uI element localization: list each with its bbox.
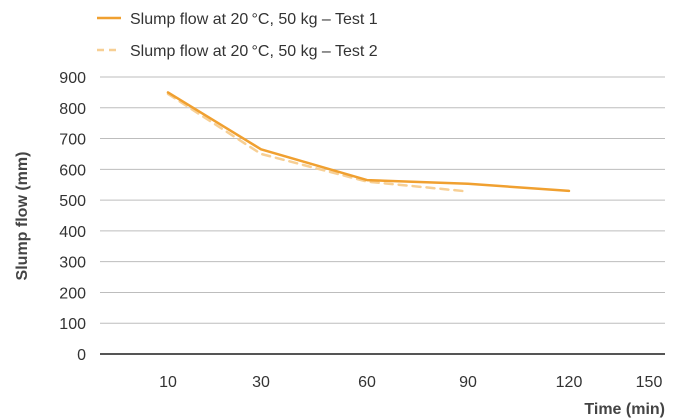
x-tick-label-10: 10	[159, 374, 177, 391]
series-line-test-2	[166, 92, 470, 193]
y-tick-label-200: 200	[59, 285, 86, 302]
y-tick-label-800: 800	[59, 101, 86, 118]
y-tick-label-300: 300	[59, 255, 86, 272]
x-tick-label-120: 120	[556, 374, 583, 391]
y-axis-ticks: 0 100 200 300 400 500 600 700 800 900	[59, 70, 86, 364]
x-tick-label-30: 30	[252, 374, 270, 391]
x-axis-title: Time (min)	[584, 401, 665, 418]
gridlines	[100, 76, 665, 324]
legend: Slump flow at 20 °C, 50 kg – Test 1 Slum…	[97, 11, 378, 60]
legend-label-test-2: Slump flow at 20 °C, 50 kg – Test 2	[130, 43, 378, 60]
series-lines	[166, 91, 571, 193]
y-tick-label-100: 100	[59, 316, 86, 333]
x-tick-label-150: 150	[636, 374, 663, 391]
y-tick-label-700: 700	[59, 132, 86, 149]
y-axis-title: Slump flow (mm)	[14, 152, 31, 281]
y-tick-label-0: 0	[77, 347, 86, 364]
y-tick-label-900: 900	[59, 70, 86, 87]
legend-label-test-1: Slump flow at 20 °C, 50 kg – Test 1	[130, 11, 378, 28]
x-axis-ticks: 10 30 60 90 120 150	[159, 374, 662, 391]
y-tick-label-600: 600	[59, 162, 86, 179]
x-tick-label-90: 90	[459, 374, 477, 391]
y-tick-label-400: 400	[59, 224, 86, 241]
series-line-test-1	[166, 91, 571, 193]
y-tick-label-500: 500	[59, 193, 86, 210]
x-tick-label-60: 60	[358, 374, 376, 391]
